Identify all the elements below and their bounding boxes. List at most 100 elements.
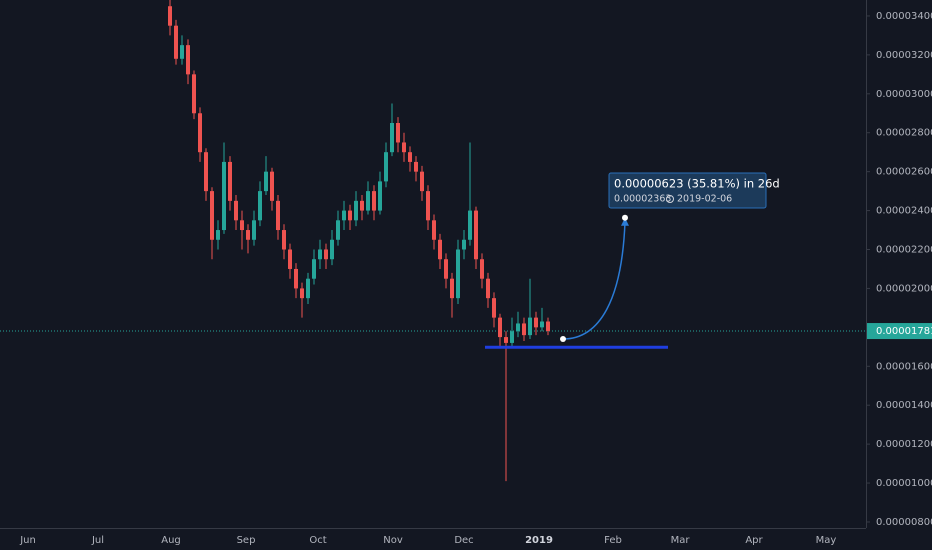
projection-target: 0.00002363 — [614, 194, 671, 205]
x-tick-label: Dec — [454, 535, 473, 546]
projection-start — [560, 336, 566, 343]
candle-body — [204, 152, 208, 192]
last-price-label: 0.00001781 — [876, 326, 932, 337]
candle-body — [360, 200, 364, 211]
candle-body — [210, 191, 214, 240]
candle-body — [312, 259, 316, 279]
candle-body — [528, 317, 532, 336]
y-tick-label: 0.00001600 — [876, 361, 932, 372]
candle-body — [486, 278, 490, 299]
projection-text: 0.00000623 (35.81%) in 26d — [614, 177, 780, 191]
last-price-box — [867, 323, 932, 340]
y-tick-label: 0.00000800 — [876, 517, 932, 528]
y-tick-label: 0.00001200 — [876, 439, 932, 450]
candle-body — [510, 331, 514, 343]
y-tick-label: 0.00001400 — [876, 400, 932, 411]
candle-body — [468, 210, 472, 240]
candle-body — [342, 210, 346, 221]
candle-body — [504, 337, 508, 343]
candle-body — [258, 191, 262, 221]
candle-body — [438, 239, 442, 260]
candle-body — [348, 210, 352, 221]
candle-body — [408, 152, 412, 162]
x-tick-label: Jul — [91, 535, 104, 546]
candle-body — [246, 230, 250, 240]
y-tick-label: 0.00003000 — [876, 89, 932, 100]
x-tick-label: 2019 — [525, 535, 553, 546]
plot: 0.00000623 (35.81%) in 26d 0.00002363 2019… — [0, 0, 866, 482]
candle-body — [378, 181, 382, 211]
arrow-head — [621, 217, 629, 226]
candle-body — [390, 122, 394, 153]
candle-body — [492, 298, 496, 318]
candle-body — [444, 259, 448, 279]
y-tick-label: 0.00003400 — [876, 11, 932, 22]
candle-body — [186, 45, 190, 75]
candle-body — [180, 45, 184, 59]
candle-body — [306, 278, 310, 299]
x-tick-label: Mar — [671, 535, 691, 546]
candle-body — [516, 323, 520, 332]
candle-body — [288, 249, 292, 269]
candle-body — [540, 321, 544, 328]
candle-body — [192, 74, 196, 114]
x-tick-label: Apr — [745, 535, 763, 546]
x-tick-label: Nov — [383, 535, 403, 546]
candle-body — [498, 317, 502, 338]
candle-body — [402, 142, 406, 153]
candle-body — [318, 249, 322, 260]
clock-icon — [666, 195, 674, 203]
y-tick-label: 0.00001000 — [876, 478, 932, 489]
candle-body — [270, 171, 274, 201]
candle-body — [456, 249, 460, 299]
x-tick-label: Aug — [161, 535, 181, 546]
x-tick-label: Feb — [604, 535, 622, 546]
projection-date: 2019-02-06 — [677, 194, 732, 205]
candle-body — [336, 220, 340, 240]
candle-body — [546, 321, 550, 332]
y-tick-label: 0.00002200 — [876, 245, 932, 256]
candle-body — [396, 122, 400, 143]
candle-body — [174, 25, 178, 59]
x-tick-label: Jun — [19, 535, 36, 546]
candle-body — [324, 249, 328, 260]
x-tick-label: Sep — [237, 535, 256, 546]
y-tick-label: 0.00002400 — [876, 206, 932, 217]
candle-body — [294, 268, 298, 289]
projection-end — [622, 214, 628, 221]
candle-body — [300, 288, 304, 299]
y-tick-label: 0.00002600 — [876, 167, 932, 178]
candle-body — [330, 239, 334, 260]
candle-body — [198, 113, 202, 153]
candle-body — [474, 210, 478, 260]
x-tick-label: May — [816, 535, 837, 546]
candle-body — [384, 152, 388, 182]
x-tick-label: Oct — [309, 535, 326, 546]
candle-body — [282, 230, 286, 250]
projection-box — [608, 172, 767, 209]
candle-body — [216, 230, 220, 240]
candle-body — [366, 191, 370, 211]
candle-body — [168, 6, 172, 26]
candle-body — [228, 161, 232, 201]
candle-body — [276, 200, 280, 231]
y-tick-label: 0.00003200 — [876, 50, 932, 61]
candle-body — [426, 191, 430, 221]
candle-body — [264, 171, 268, 192]
y-tick-label: 0.00002000 — [876, 283, 932, 294]
candle-body — [354, 200, 358, 221]
candle-body — [534, 317, 538, 328]
y-tick-label: 0.00002800 — [876, 128, 932, 139]
candle-body — [372, 191, 376, 211]
candle-body — [234, 200, 238, 221]
candle-body — [462, 239, 466, 250]
candle-body — [480, 259, 484, 279]
candle-body — [420, 171, 424, 192]
candle-body — [432, 220, 436, 240]
candle-body — [450, 278, 454, 299]
candle-body — [522, 323, 526, 336]
projection-arrow — [562, 221, 626, 340]
candle-body — [222, 161, 226, 231]
candle-body — [414, 161, 418, 172]
